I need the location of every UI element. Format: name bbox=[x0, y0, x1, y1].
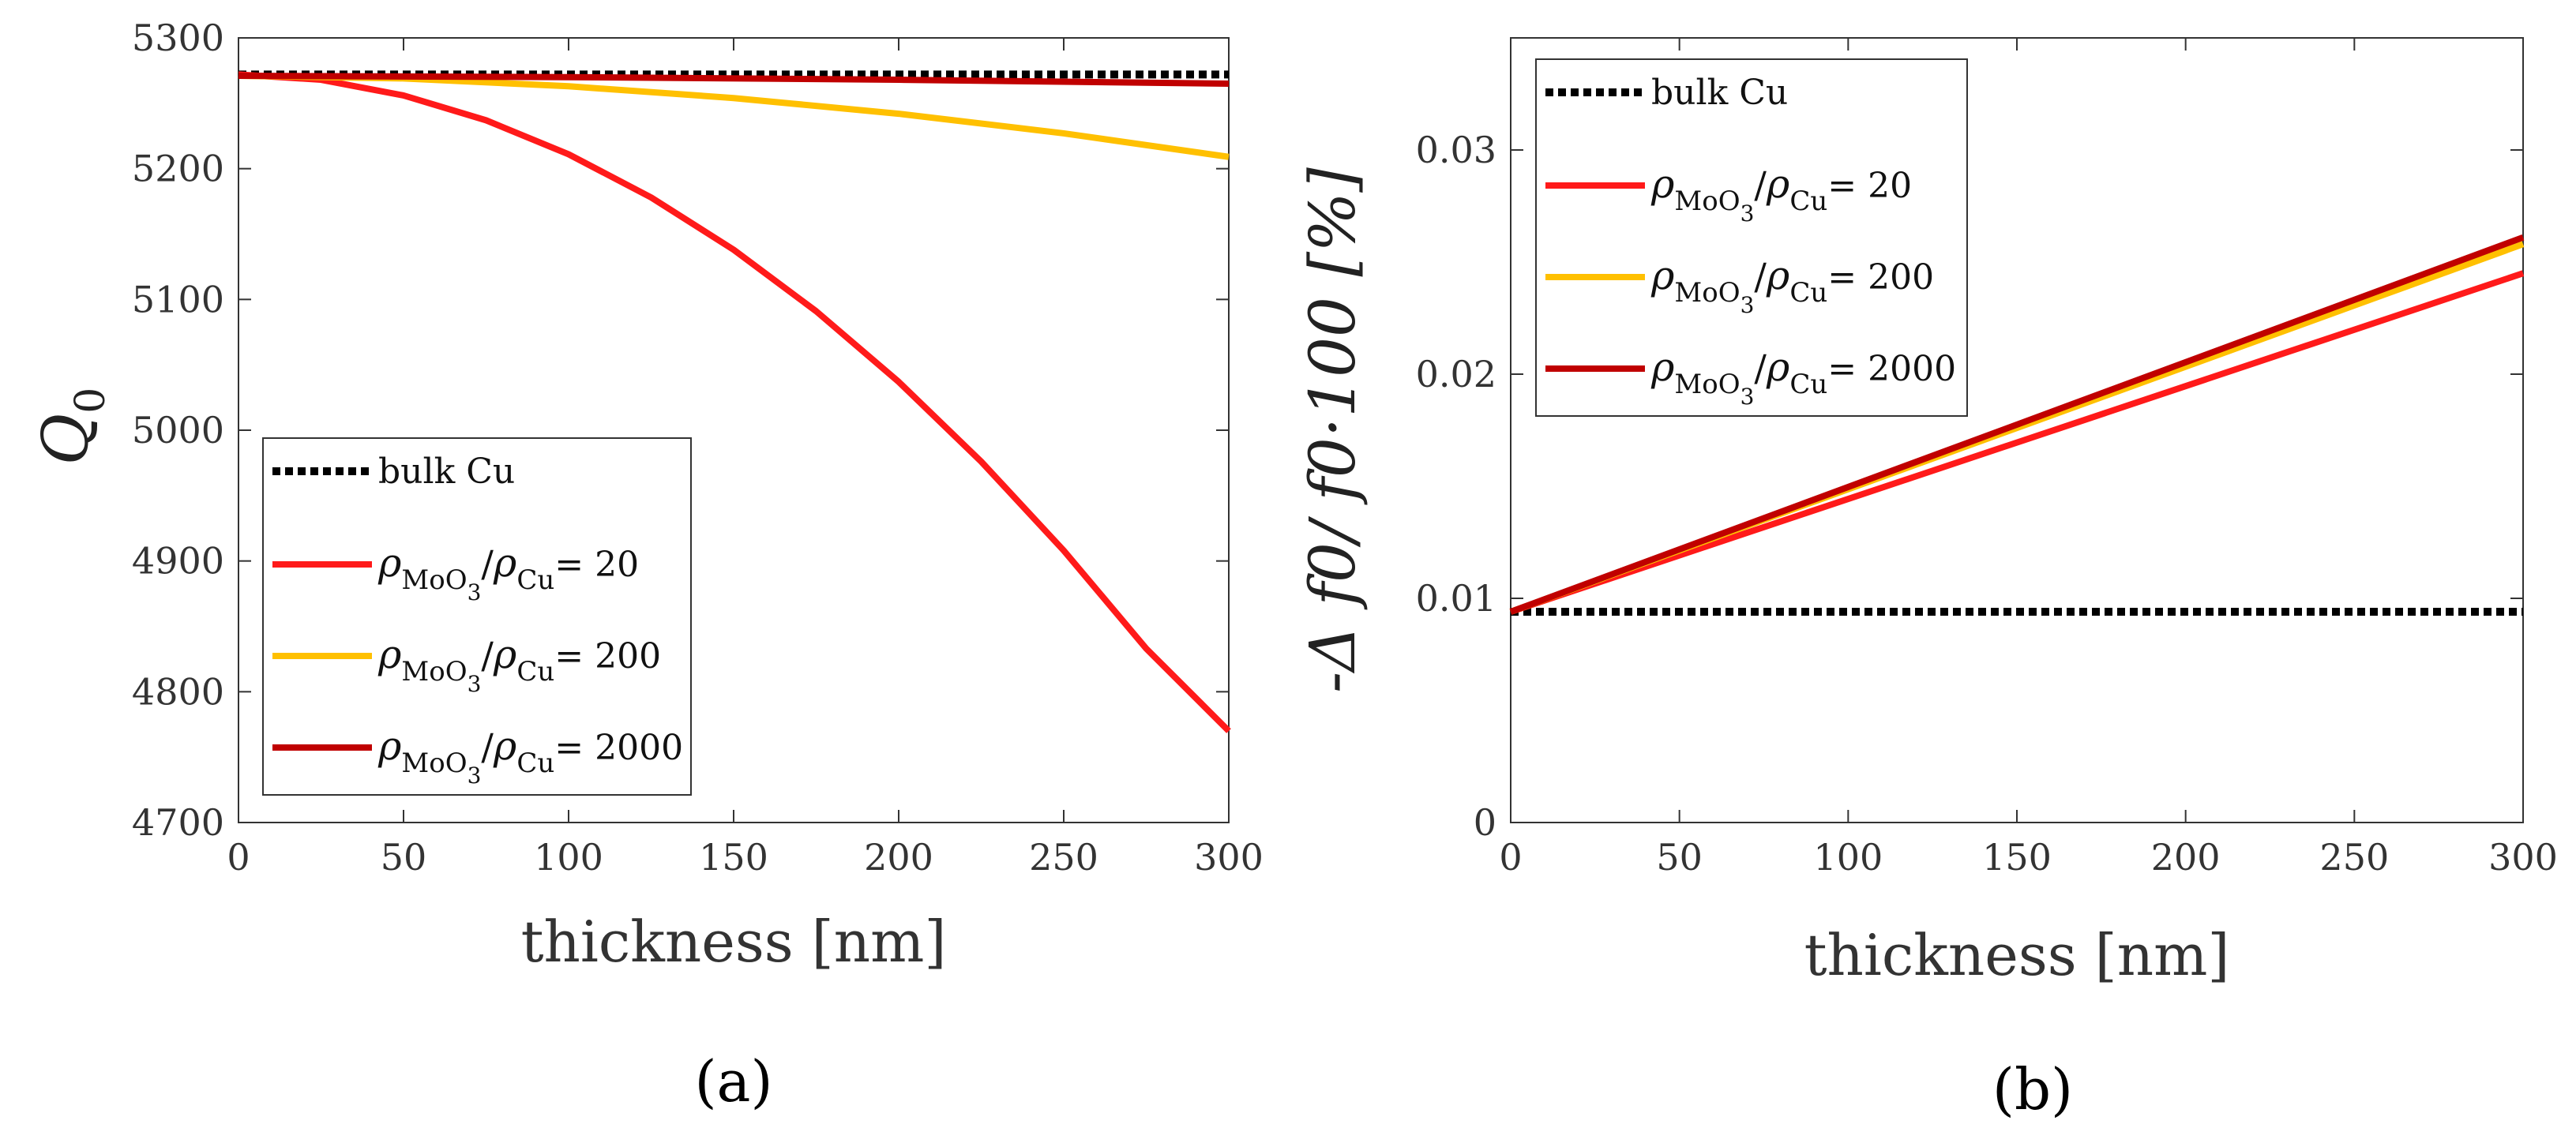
legend-label-part: / bbox=[1754, 347, 1767, 389]
legend-label-part: MoO bbox=[1674, 369, 1740, 400]
legend-label-part: ρ bbox=[1766, 161, 1790, 207]
y-tick-label: 5100 bbox=[132, 278, 224, 320]
legend-label: bulk Cu bbox=[1651, 73, 1788, 113]
series-line-ratio-20 bbox=[238, 71, 1231, 733]
y-tick-label: 4800 bbox=[132, 670, 224, 713]
legend-label: bulk Cu bbox=[378, 452, 515, 492]
panel-caption: (a) bbox=[694, 1048, 772, 1115]
legend-label-part: / bbox=[1754, 163, 1767, 206]
legend-label-part: 3 bbox=[468, 763, 482, 789]
legend-label-part: / bbox=[1754, 255, 1767, 298]
panel-b: 0 50 100 150 200 250 300 0 0.01 0.02 0.03 thickness… bbox=[1296, 37, 2558, 1122]
legend-label-part: = 200 bbox=[554, 636, 661, 676]
legend-label-part: = 20 bbox=[554, 545, 639, 585]
legend-label-part: = 20 bbox=[1827, 166, 1912, 206]
legend-label-part: ρ bbox=[377, 540, 402, 586]
legend-label-part: ρ bbox=[1766, 344, 1790, 390]
legend-label-part: Cu bbox=[1789, 186, 1827, 217]
legend-label-part: ρ bbox=[493, 540, 517, 586]
legend-label-part: 3 bbox=[468, 579, 482, 605]
y-tick-label: 0.01 bbox=[1416, 577, 1496, 620]
y-axis-label: Q0 bbox=[28, 388, 115, 466]
legend-label-part: MoO bbox=[401, 656, 467, 688]
legend-box bbox=[262, 437, 692, 796]
legend-label: ρMoO3/ρCu= 2000 bbox=[377, 723, 683, 789]
legend-label-part: 3 bbox=[1740, 384, 1755, 410]
legend-label-part: = 2000 bbox=[1827, 349, 1956, 389]
legend-label-part: Cu bbox=[516, 748, 554, 779]
legend-label-part: / bbox=[481, 542, 494, 585]
legend-label: ρMoO3/ρCu= 200 bbox=[1650, 253, 1934, 318]
y-tick-label: 0.03 bbox=[1416, 129, 1496, 171]
panel-caption: (b) bbox=[1992, 1056, 2073, 1122]
x-tick-label: 300 bbox=[2488, 836, 2558, 879]
x-tick-label: 150 bbox=[699, 836, 768, 879]
x-tick-label: 250 bbox=[1029, 836, 1098, 879]
legend-label-part: Cu bbox=[1789, 369, 1827, 400]
legend-label-part: ρ bbox=[377, 723, 402, 769]
x-tick-label: 150 bbox=[1982, 836, 2052, 879]
x-axis-label: thickness [nm] bbox=[521, 909, 947, 975]
x-tick-label: 50 bbox=[1656, 836, 1703, 879]
y-tick-label: 4900 bbox=[132, 540, 224, 583]
y-axis-label: -Δ f0/ f0·100 [%] bbox=[1296, 167, 1369, 692]
x-tick-label: 300 bbox=[1194, 836, 1264, 879]
legend-label-part: ρ bbox=[1766, 253, 1790, 298]
x-tick-label: 50 bbox=[381, 836, 427, 879]
y-tick-label: 5200 bbox=[132, 148, 224, 190]
legend-label: ρMoO3/ρCu= 20 bbox=[1650, 161, 1912, 227]
legend-label-part: = 2000 bbox=[554, 728, 683, 768]
legend-label-part: MoO bbox=[401, 564, 467, 596]
panel-a: 0 50 100 150 200 250 300 4700 4800 4900 5000 5100 52… bbox=[28, 17, 1264, 1115]
legend-label-part: = 200 bbox=[1827, 257, 1934, 298]
legend-label-part: 3 bbox=[1740, 200, 1755, 227]
series-line-ratio-20 bbox=[1509, 270, 2525, 615]
legend-box bbox=[1535, 58, 1968, 417]
y-tick-label: 0.02 bbox=[1416, 353, 1496, 395]
legend-label-part: ρ bbox=[1650, 161, 1675, 207]
legend-label: ρMoO3/ρCu= 20 bbox=[377, 540, 639, 605]
legend-label-part: Cu bbox=[1789, 277, 1827, 309]
series-line-ratio-2000 bbox=[1509, 234, 2525, 615]
x-tick-label: 100 bbox=[534, 836, 603, 879]
series-line-ratio-200 bbox=[238, 73, 1230, 160]
x-axis-label: thickness [nm] bbox=[1804, 922, 2230, 988]
x-tick-label: 100 bbox=[1813, 836, 1883, 879]
x-tick-label: 0 bbox=[1499, 836, 1522, 879]
legend-label-part: 3 bbox=[1740, 292, 1755, 318]
y-tick-label: 5000 bbox=[132, 409, 224, 452]
legend-label: ρMoO3/ρCu= 200 bbox=[377, 631, 661, 697]
legend-label-part: Cu bbox=[516, 564, 554, 596]
legend-label-part: MoO bbox=[401, 748, 467, 779]
legend-label-part: ρ bbox=[493, 723, 517, 769]
legend-label-part: ρ bbox=[1650, 253, 1675, 298]
legend-label: ρMoO3/ρCu= 2000 bbox=[1650, 344, 1956, 410]
legend-label-part: / bbox=[481, 634, 494, 676]
x-tick-label: 200 bbox=[864, 836, 933, 879]
legend-label-part: Cu bbox=[516, 656, 554, 688]
y-tick-label: 0 bbox=[1474, 801, 1496, 844]
y-tick-label: 4700 bbox=[132, 801, 224, 844]
legend-label-part: MoO bbox=[1674, 277, 1740, 309]
legend-label-part: MoO bbox=[1674, 186, 1740, 217]
legend-label-part: / bbox=[481, 725, 494, 768]
x-tick-label: 250 bbox=[2319, 836, 2389, 879]
legend-label-part: ρ bbox=[377, 631, 402, 677]
legend-label-part: 3 bbox=[468, 671, 482, 697]
legend-label-part: ρ bbox=[493, 631, 517, 677]
x-tick-label: 200 bbox=[2151, 836, 2221, 879]
x-tick-label: 0 bbox=[227, 836, 250, 879]
series-line-ratio-2000 bbox=[238, 73, 1230, 87]
legend-label-part: ρ bbox=[1650, 344, 1675, 390]
y-axis-label-subscript: 0 bbox=[67, 388, 115, 414]
y-tick-label: 5300 bbox=[132, 17, 224, 59]
